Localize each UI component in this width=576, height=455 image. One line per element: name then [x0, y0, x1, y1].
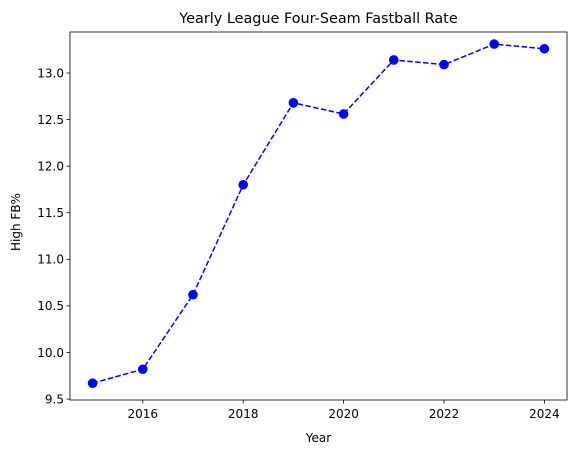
- data-point: [539, 43, 550, 54]
- x-axis-label: Year: [305, 431, 331, 445]
- y-tick-label: 12.0: [37, 159, 64, 173]
- data-point: [338, 109, 349, 119]
- chart-title: Yearly League Four-Seam Fastball Rate: [178, 11, 458, 27]
- x-tick-label: 2022: [429, 407, 460, 421]
- data-point: [389, 55, 399, 65]
- data-point: [188, 289, 198, 300]
- x-axis-ticks: 2016 2018 2020 2022 2024: [128, 400, 560, 421]
- y-tick-label: 11.0: [37, 253, 64, 267]
- y-tick-label: 10.5: [37, 299, 64, 313]
- data-point: [439, 59, 449, 70]
- y-tick-label: 12.5: [37, 113, 64, 127]
- data-point: [137, 364, 148, 375]
- series-line: [92, 43, 545, 384]
- x-tick-label: 2020: [328, 407, 359, 421]
- plot-series: [87, 39, 550, 389]
- y-axis-label: High FB%: [9, 193, 23, 251]
- y-axis-ticks: 9.5 10.0 10.5 11.0 11.5 12.0 12.5 13.0: [37, 66, 70, 406]
- x-tick-label: 2024: [529, 407, 560, 421]
- y-tick-label: 9.5: [45, 392, 64, 406]
- x-tick-label: 2016: [128, 407, 159, 421]
- data-point: [288, 98, 299, 108]
- data-point: [489, 39, 500, 49]
- y-tick-label: 11.5: [37, 206, 64, 220]
- data-point: [87, 378, 98, 389]
- y-tick-label: 13.0: [37, 66, 64, 80]
- y-tick-label: 10.0: [37, 346, 64, 360]
- data-point: [238, 179, 248, 190]
- x-tick-label: 2018: [228, 407, 259, 421]
- plot-frame: [69, 31, 568, 401]
